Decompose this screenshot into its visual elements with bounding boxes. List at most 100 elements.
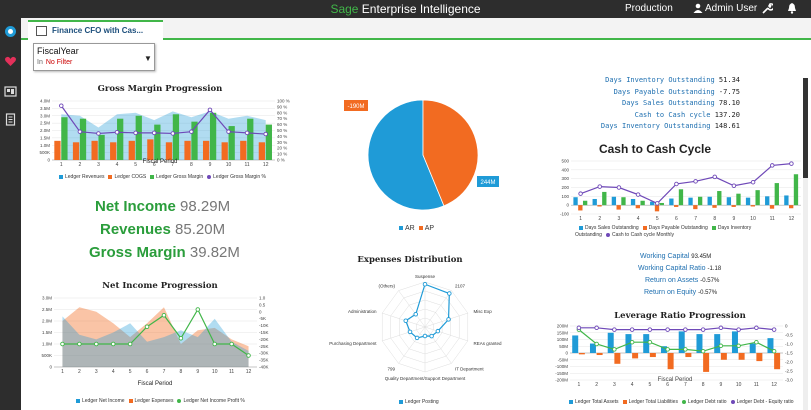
x-tick-label: 4	[112, 369, 115, 375]
kpi-value: 98.29M	[180, 198, 231, 215]
bar	[707, 196, 712, 206]
metric-value: 78.10	[718, 99, 740, 107]
working-capital-metric: Return on Assets -0.57%	[645, 277, 719, 284]
bell-icon[interactable]	[786, 2, 798, 14]
bar	[669, 198, 674, 206]
y-tick-label: -200M	[555, 378, 568, 383]
line-point	[700, 348, 706, 354]
x-tick-label: 1	[577, 382, 580, 388]
reports-icon[interactable]	[4, 113, 17, 126]
bar	[602, 191, 607, 206]
legend-swatch	[418, 226, 423, 231]
bar	[767, 338, 774, 353]
legend-item[interactable]: Ledger Posting	[405, 399, 439, 405]
bar	[640, 200, 645, 206]
kpi-gross-margin: Gross Margin 39.82M	[89, 244, 240, 261]
line-point	[665, 347, 670, 352]
legend-item[interactable]: Days Payable Outstanding	[648, 225, 708, 231]
legend-item[interactable]: Days Sales Outstanding	[585, 225, 639, 231]
bar	[621, 197, 626, 206]
radar-point	[407, 329, 413, 335]
y-tick-label: 0	[47, 158, 50, 163]
bar	[135, 115, 142, 160]
x-tick-label: 10	[736, 382, 742, 388]
bar	[750, 205, 755, 207]
legend-item[interactable]: Ledger Total Assets	[575, 399, 619, 405]
bar	[693, 205, 698, 210]
legend-item[interactable]: Ledger Net Income	[82, 398, 125, 404]
environment-selector[interactable]: Production	[625, 3, 673, 14]
legend-item[interactable]: Ledger Expenses	[134, 398, 174, 404]
legend-item[interactable]: Ledger Total Liabilities	[628, 399, 678, 405]
bar	[696, 334, 703, 353]
line-point	[229, 341, 234, 347]
expenses-radar-chart: Suspense 2107 Misc Exp REAs granted IT Depar…	[329, 274, 502, 381]
bar	[736, 193, 741, 206]
legend-item[interactable]: AR	[405, 225, 415, 232]
legend-item[interactable]: Ledger COGS	[114, 174, 147, 180]
scrollbar-thumb[interactable]	[803, 78, 808, 178]
series-line	[60, 105, 266, 135]
series-area	[62, 316, 249, 367]
radar-axis-label: Quality Department/Support Department	[385, 376, 466, 381]
line-point	[576, 325, 582, 331]
y2-tick-label: 20 %	[277, 146, 287, 151]
series-line	[578, 327, 775, 331]
bar	[209, 112, 217, 160]
x-tick-label: 11	[754, 382, 759, 388]
tab-finance-cfo[interactable]: Finance CFO with Cas...	[28, 20, 163, 40]
legend-item[interactable]: AP	[424, 225, 435, 232]
gross-margin-title: Gross Margin Progression	[97, 84, 223, 94]
c2c-title: Cash to Cash Cycle	[598, 142, 712, 156]
legend-item[interactable]: Cash to Cash cycle Monthly	[611, 232, 674, 238]
brand-name: Sage	[330, 2, 359, 16]
legend-item[interactable]: Ledger Gross Margin %	[213, 174, 266, 180]
radar-axis-label: Purchasing Department	[329, 341, 377, 346]
metric-label[interactable]: Return on Equity	[644, 289, 699, 296]
radar-point	[422, 333, 428, 339]
scrollbar[interactable]	[803, 78, 808, 410]
kpi-label: Net Income	[95, 198, 176, 215]
pie-slice	[422, 99, 479, 207]
home-icon[interactable]	[4, 25, 17, 38]
metric-value: -0.57%	[700, 278, 720, 284]
bar	[789, 205, 794, 209]
legend-item[interactable]: Ledger Debt - Equity ratio	[736, 399, 794, 405]
legend-item[interactable]: Ledger Net Income Profit %	[183, 398, 245, 404]
legend-item[interactable]: Ledger Debt ratio	[687, 399, 727, 405]
gross-margin-x-title: Fiscal Period	[142, 159, 178, 165]
y2-tick-label: -40K	[259, 365, 269, 370]
bar	[678, 331, 685, 353]
dashboard-icon[interactable]	[4, 85, 17, 98]
user-menu[interactable]: Admin User	[705, 3, 758, 14]
x-tick-label: 5	[134, 162, 137, 168]
legend-item[interactable]: Ledger Gross Margin	[156, 174, 204, 180]
metric-label[interactable]: Working Capital Ratio	[638, 265, 708, 272]
pie-legend: AR AP	[395, 225, 434, 232]
favorites-icon[interactable]	[4, 55, 17, 68]
leverage-x-title: Fiscal Period	[658, 377, 693, 383]
legend-item[interactable]: Days Inventory Outstanding	[575, 225, 752, 238]
legend-item[interactable]: Ledger Revenues	[65, 174, 105, 180]
metric-label[interactable]: Return on Assets	[645, 277, 701, 284]
bar	[184, 140, 191, 160]
legend-swatch	[177, 398, 182, 403]
chevron-down-icon[interactable]: ▼	[144, 54, 152, 63]
radar-point	[429, 333, 434, 339]
line-point	[754, 339, 759, 345]
series-line	[580, 163, 792, 205]
wrench-icon[interactable]	[761, 2, 773, 14]
bar	[774, 183, 779, 206]
metric-label[interactable]: Working Capital	[640, 253, 692, 260]
y2-tick-label: 50 %	[277, 128, 287, 133]
app-title: Sage Enterprise Intelligence	[0, 2, 811, 16]
bar	[660, 346, 667, 353]
y2-tick-label: -30K	[259, 351, 269, 356]
gross-margin-chart: 0 500K 1.0M 1.5M 2.0M 2.5M 3.0M 3.5M 4.0M 0 %10 %…	[39, 99, 289, 169]
bar	[674, 205, 679, 207]
filter-label: FiscalYear	[37, 46, 79, 56]
x-tick-label: 9	[209, 162, 212, 168]
bar	[597, 205, 602, 207]
x-tick-label: 1	[579, 216, 582, 222]
fiscal-year-filter[interactable]: FiscalYear In No Filter ▼	[33, 43, 155, 71]
